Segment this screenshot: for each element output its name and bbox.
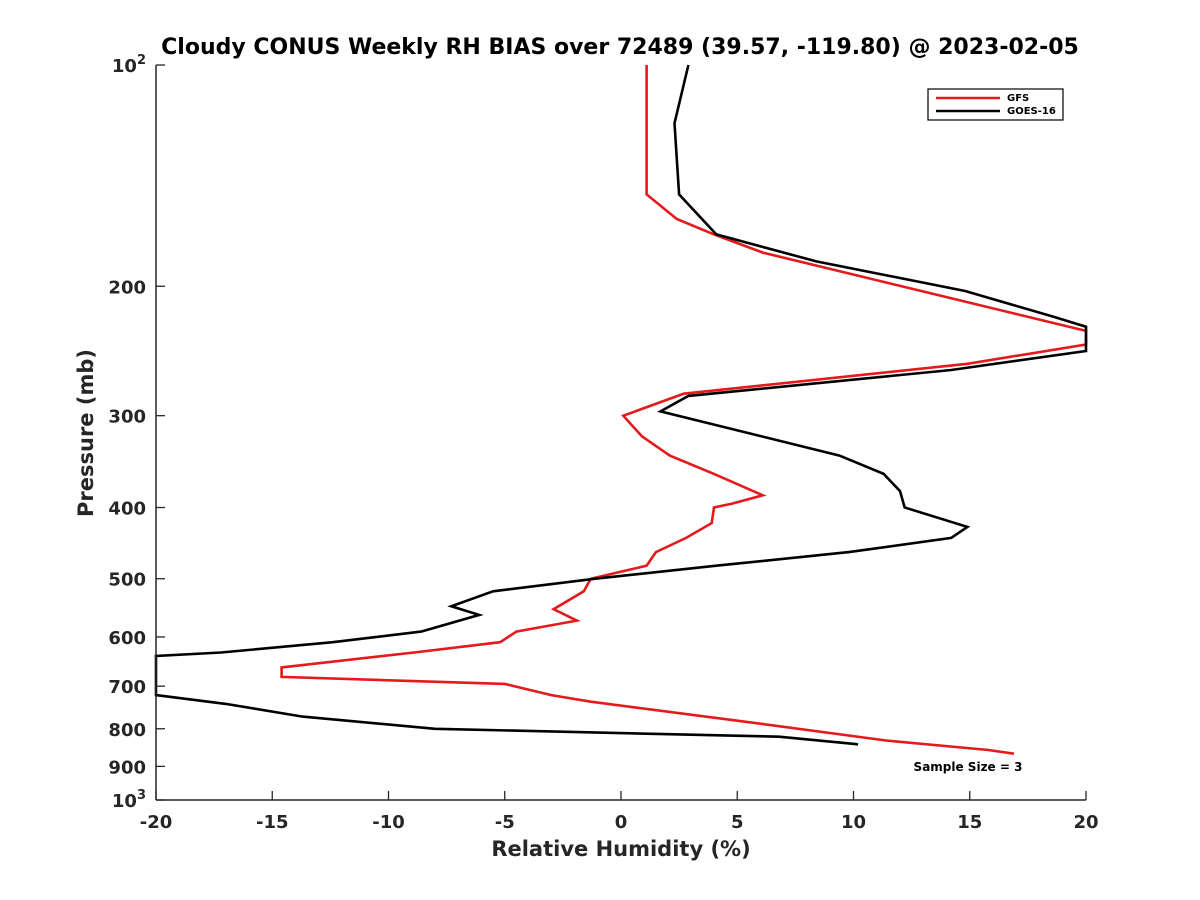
- x-tick-label: -5: [495, 812, 515, 833]
- x-axis-label: Relative Humidity (%): [491, 837, 750, 861]
- y-tick-label: 500: [108, 570, 146, 591]
- x-axis-ticks: -20 -15 -10 -5 0 5 10 15 20: [140, 791, 1099, 833]
- y-tick-label: 600: [108, 628, 146, 649]
- sample-size-annotation: Sample Size = 3: [914, 760, 1023, 774]
- y-axis-label: Pressure (mb): [74, 349, 98, 517]
- legend-box: [927, 88, 1064, 121]
- y-axis-ticks: 102 200 300 400 500 600 700 800 900 103: [108, 53, 165, 812]
- x-tick-label: 0: [615, 812, 628, 833]
- chart-title: Cloudy CONUS Weekly RH BIAS over 72489 (…: [161, 35, 1079, 60]
- y-tick-label: 103: [112, 788, 146, 812]
- x-tick-label: -20: [140, 812, 173, 833]
- plot-area: [156, 65, 1086, 800]
- legend-label-gfs: GFS: [1007, 93, 1029, 104]
- x-tick-label: 15: [957, 812, 982, 833]
- legend: GFS GOES-16: [927, 88, 1064, 121]
- y-tick-label: 200: [108, 277, 146, 298]
- x-tick-label: 20: [1073, 812, 1098, 833]
- y-tick-label: 900: [108, 757, 146, 778]
- y-tick-label: 102: [112, 53, 146, 77]
- x-tick-label: -10: [372, 812, 405, 833]
- y-tick-label: 800: [108, 720, 146, 741]
- x-tick-label: 10: [841, 812, 866, 833]
- x-tick-label: 5: [731, 812, 744, 833]
- y-tick-label: 700: [108, 677, 146, 698]
- y-tick-label: 300: [108, 407, 146, 428]
- y-tick-label: 400: [108, 499, 146, 520]
- legend-label-goes16: GOES-16: [1007, 106, 1056, 117]
- x-tick-label: -15: [256, 812, 289, 833]
